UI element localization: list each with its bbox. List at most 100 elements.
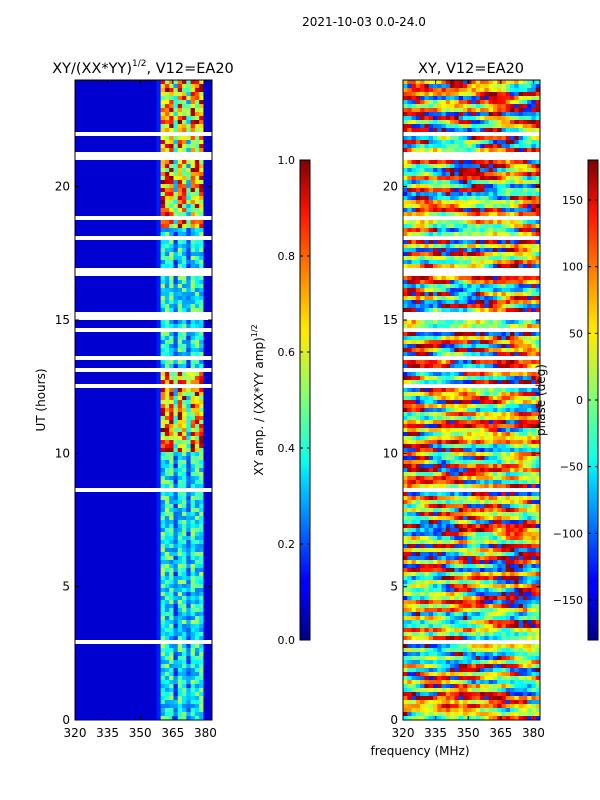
amplitude-cell <box>75 224 80 229</box>
amplitude-cell <box>109 444 115 449</box>
amplitude-cell <box>122 640 127 645</box>
amplitude-cell <box>152 648 157 653</box>
amplitude-cell <box>173 264 179 269</box>
amplitude-cell <box>113 692 119 697</box>
amplitude-cell <box>177 388 183 393</box>
amplitude-cell <box>160 652 166 657</box>
amplitude-cell <box>96 276 102 281</box>
amplitude-cell <box>186 544 192 549</box>
amplitude-cell <box>194 84 200 89</box>
amplitude-cell <box>75 660 80 665</box>
amplitude-cell <box>100 292 106 297</box>
amplitude-cell <box>207 500 212 505</box>
amplitude-cell <box>92 232 98 237</box>
amplitude-cell <box>117 284 123 289</box>
amplitude-cell <box>79 128 85 133</box>
amplitude-cell <box>87 560 93 565</box>
amplitude-cell <box>83 192 89 197</box>
amplitude-cell <box>75 504 80 509</box>
amplitude-cell <box>152 424 157 429</box>
amplitude-cell <box>207 680 212 685</box>
amplitude-cell <box>130 392 136 397</box>
amplitude-cell <box>143 420 149 425</box>
amplitude-cell <box>199 508 205 513</box>
amplitude-cell <box>169 140 175 145</box>
amplitude-cell <box>83 264 89 269</box>
amplitude-cell <box>182 256 187 261</box>
amplitude-cell <box>143 432 149 437</box>
amplitude-cell <box>126 440 132 445</box>
amplitude-cell <box>156 236 162 241</box>
amplitude-cell <box>207 236 212 241</box>
amplitude-cell <box>173 532 179 537</box>
amplitude-cell <box>134 152 140 157</box>
amplitude-cell <box>156 212 162 217</box>
amplitude-cell <box>182 648 187 653</box>
amplitude-cell <box>117 668 123 673</box>
amplitude-cell <box>100 600 106 605</box>
amplitude-cell <box>126 176 132 181</box>
amplitude-cell <box>96 444 102 449</box>
amplitude-cell <box>194 636 200 641</box>
amplitude-cell <box>147 160 153 165</box>
amplitude-cell <box>113 320 119 325</box>
amplitude-cell <box>152 180 157 185</box>
amplitude-cell <box>199 492 205 497</box>
amplitude-cell <box>177 232 183 237</box>
amplitude-cell <box>199 672 205 677</box>
amplitude-cell <box>96 284 102 289</box>
amplitude-cell <box>147 224 153 229</box>
amplitude-cell <box>117 628 123 633</box>
amplitude-cell <box>126 496 132 501</box>
amplitude-cell <box>207 400 212 405</box>
amplitude-cell <box>130 484 136 489</box>
amplitude-cell <box>156 280 162 285</box>
amplitude-cell <box>113 256 119 261</box>
amplitude-cell <box>190 684 196 689</box>
amplitude-cell <box>126 168 132 173</box>
amplitude-cell <box>190 232 196 237</box>
amplitude-cell <box>83 612 89 617</box>
amplitude-cell <box>117 588 123 593</box>
amplitude-cell <box>75 424 80 429</box>
amplitude-cell <box>87 476 93 481</box>
amplitude-cell <box>87 460 93 465</box>
amplitude-cell <box>83 544 89 549</box>
amplitude-cell <box>177 284 183 289</box>
amplitude-cell <box>139 104 145 109</box>
amplitude-cell <box>87 568 93 573</box>
amplitude-cell <box>104 652 110 657</box>
amplitude-cell <box>199 604 205 609</box>
amplitude-cell <box>122 204 127 209</box>
amplitude-cell <box>177 568 183 573</box>
amplitude-cell <box>207 196 212 201</box>
amplitude-cell <box>194 364 200 369</box>
amplitude-cell <box>143 652 149 657</box>
amplitude-cell <box>117 360 123 365</box>
amplitude-cell <box>160 596 166 601</box>
amplitude-cell <box>173 400 179 405</box>
amplitude-cell <box>126 468 132 473</box>
amplitude-cell <box>194 552 200 557</box>
amplitude-cell <box>169 572 175 577</box>
amplitude-cell <box>100 500 106 505</box>
amplitude-cell <box>79 604 85 609</box>
amplitude-cell <box>126 232 132 237</box>
amplitude-cell <box>152 548 157 553</box>
amplitude-cell <box>83 428 89 433</box>
amplitude-cell <box>194 392 200 397</box>
amplitude-cell <box>177 516 183 521</box>
amplitude-cell <box>100 660 106 665</box>
amplitude-cell <box>130 632 136 637</box>
amplitude-cell <box>96 308 102 313</box>
amplitude-cell <box>190 392 196 397</box>
amplitude-cell <box>134 416 140 421</box>
amplitude-cell <box>207 568 212 573</box>
amplitude-cell <box>182 484 187 489</box>
amplitude-cell <box>164 408 170 413</box>
amplitude-cell <box>203 328 209 333</box>
amplitude-cell <box>207 168 212 173</box>
amplitude-cell <box>177 412 183 417</box>
amplitude-cell <box>199 216 205 221</box>
amplitude-cell <box>79 388 85 393</box>
